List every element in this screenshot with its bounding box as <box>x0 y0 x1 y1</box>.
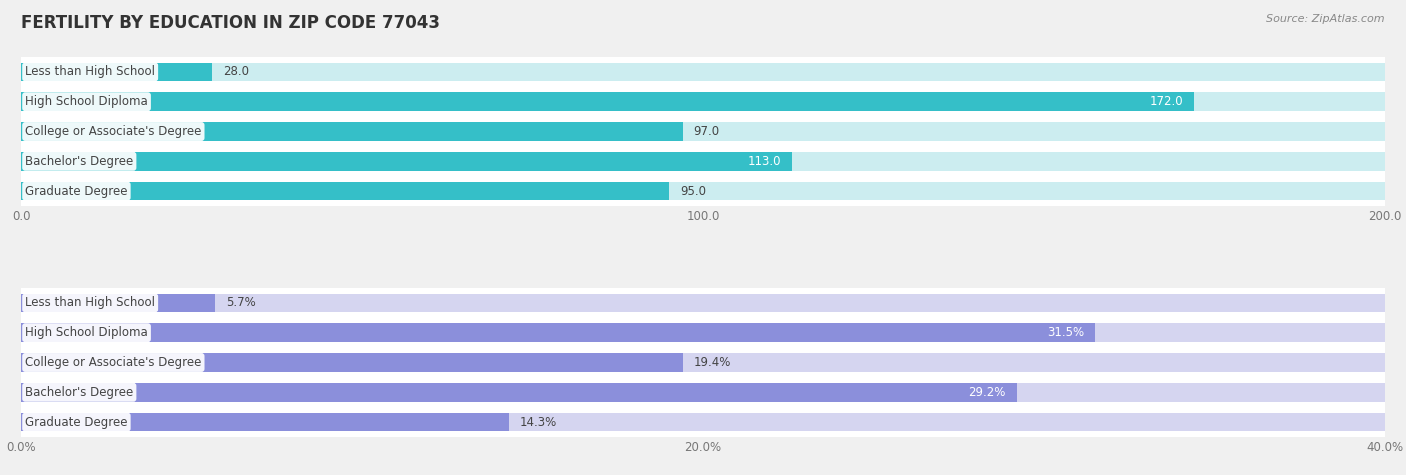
Bar <box>21 63 1385 81</box>
Bar <box>21 63 212 81</box>
Bar <box>21 152 792 171</box>
Bar <box>21 152 1385 171</box>
FancyBboxPatch shape <box>21 176 1385 206</box>
Bar <box>21 122 682 141</box>
Bar <box>21 294 215 312</box>
Text: Bachelor's Degree: Bachelor's Degree <box>25 386 134 399</box>
Text: High School Diploma: High School Diploma <box>25 326 148 339</box>
Text: 14.3%: 14.3% <box>520 416 557 428</box>
Text: Less than High School: Less than High School <box>25 66 155 78</box>
FancyBboxPatch shape <box>21 87 1385 116</box>
Text: College or Associate's Degree: College or Associate's Degree <box>25 125 201 138</box>
FancyBboxPatch shape <box>21 318 1385 348</box>
FancyBboxPatch shape <box>21 407 1385 437</box>
Text: Bachelor's Degree: Bachelor's Degree <box>25 155 134 168</box>
Text: Graduate Degree: Graduate Degree <box>25 185 128 198</box>
FancyBboxPatch shape <box>21 348 1385 378</box>
Bar <box>21 383 1017 401</box>
Text: 113.0: 113.0 <box>747 155 780 168</box>
Bar <box>21 383 1385 401</box>
Bar <box>21 413 509 431</box>
Text: 28.0: 28.0 <box>224 66 249 78</box>
Bar <box>21 294 1385 312</box>
FancyBboxPatch shape <box>21 116 1385 146</box>
Text: Less than High School: Less than High School <box>25 296 155 309</box>
Bar <box>21 93 1194 111</box>
Bar <box>21 93 1385 111</box>
Bar <box>21 182 669 200</box>
Text: Source: ZipAtlas.com: Source: ZipAtlas.com <box>1267 14 1385 24</box>
Text: 31.5%: 31.5% <box>1047 326 1084 339</box>
Bar <box>21 182 1385 200</box>
Text: 5.7%: 5.7% <box>226 296 256 309</box>
FancyBboxPatch shape <box>21 378 1385 407</box>
Text: 97.0: 97.0 <box>693 125 720 138</box>
Text: FERTILITY BY EDUCATION IN ZIP CODE 77043: FERTILITY BY EDUCATION IN ZIP CODE 77043 <box>21 14 440 32</box>
FancyBboxPatch shape <box>21 146 1385 176</box>
Text: 95.0: 95.0 <box>681 185 706 198</box>
Bar <box>21 353 682 372</box>
Text: College or Associate's Degree: College or Associate's Degree <box>25 356 201 369</box>
FancyBboxPatch shape <box>21 288 1385 318</box>
Bar <box>21 323 1385 342</box>
Text: 29.2%: 29.2% <box>969 386 1005 399</box>
Text: Graduate Degree: Graduate Degree <box>25 416 128 428</box>
Bar <box>21 122 1385 141</box>
Text: High School Diploma: High School Diploma <box>25 95 148 108</box>
Bar <box>21 353 1385 372</box>
Text: 19.4%: 19.4% <box>693 356 731 369</box>
FancyBboxPatch shape <box>21 57 1385 87</box>
Text: 172.0: 172.0 <box>1150 95 1182 108</box>
Bar <box>21 323 1095 342</box>
Bar <box>21 413 1385 431</box>
